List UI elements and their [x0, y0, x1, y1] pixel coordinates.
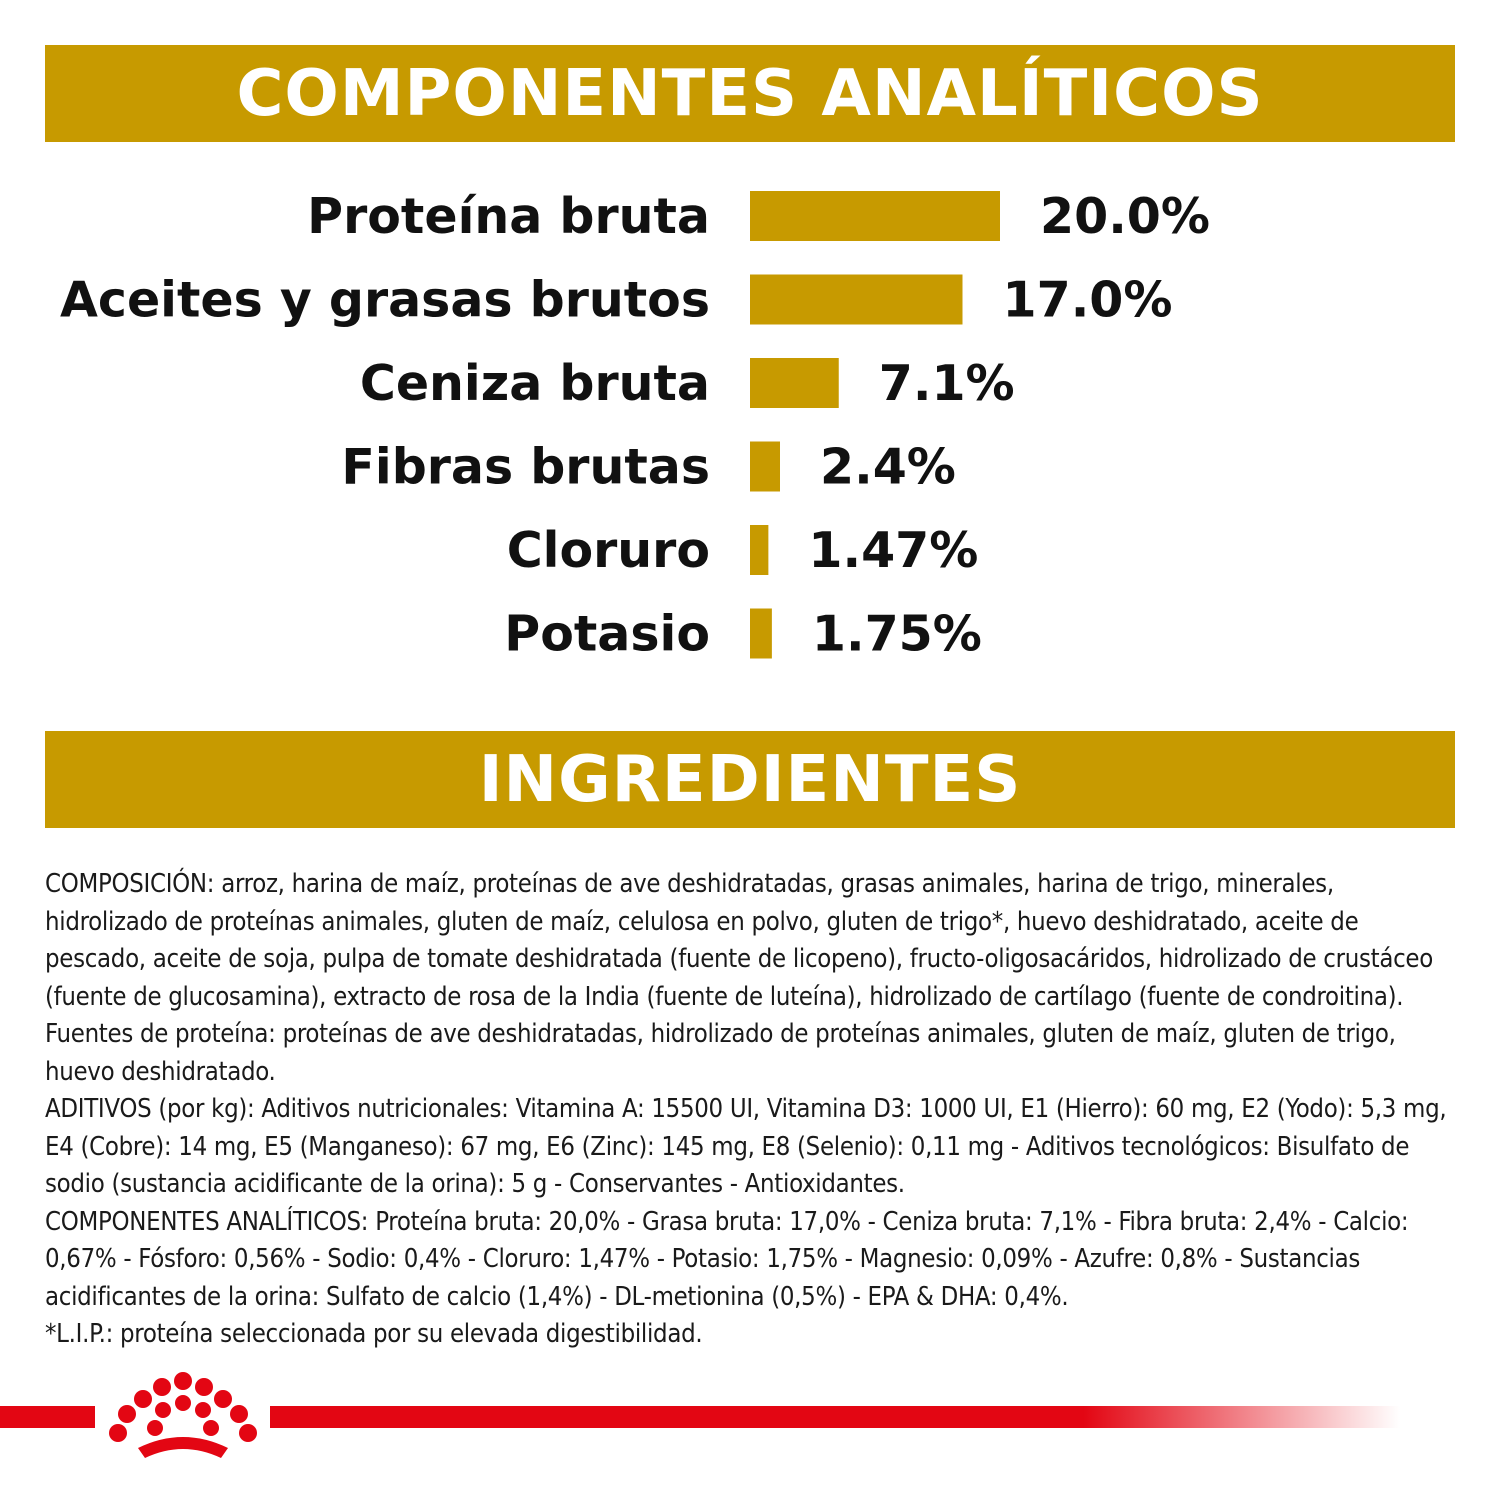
- category-label: Aceites y grasas brutos: [60, 272, 710, 329]
- value-label: 1.47%: [808, 522, 978, 579]
- red-stripe-left: [0, 1406, 95, 1428]
- royal-crown-logo-icon: [109, 1372, 257, 1458]
- analytic-components-title: COMPONENTES ANALÍTICOS: [236, 56, 1264, 131]
- analytic-components-banner: COMPONENTES ANALÍTICOS: [45, 45, 1455, 142]
- brand-footer: [0, 1372, 1400, 1458]
- value-label: 7.1%: [879, 355, 1015, 412]
- bar: [750, 608, 772, 659]
- ingredients-text-block: COMPOSICIÓN: arroz, harina de maíz, prot…: [45, 866, 1457, 1354]
- value-label: 20.0%: [1040, 188, 1210, 245]
- category-label: Fibras brutas: [341, 439, 710, 496]
- bar: [750, 191, 1000, 241]
- analytic-components-paragraph: COMPONENTES ANALÍTICOS: Proteína bruta: …: [45, 1206, 1409, 1312]
- value-label: 2.4%: [820, 439, 956, 496]
- bar: [750, 274, 963, 325]
- bar: [750, 358, 839, 408]
- value-label: 17.0%: [1003, 272, 1173, 329]
- category-label: Ceniza bruta: [360, 355, 710, 412]
- bar: [750, 525, 769, 575]
- category-label: Proteína bruta: [307, 188, 710, 245]
- ingredients-title: INGREDIENTES: [478, 742, 1022, 817]
- ingredients-banner: INGREDIENTES: [45, 731, 1455, 828]
- bar: [750, 441, 780, 492]
- additives-paragraph: ADITIVOS (por kg): Aditivos nutricionale…: [45, 1094, 1447, 1199]
- category-label: Cloruro: [507, 522, 710, 579]
- red-stripe-right: [270, 1406, 1400, 1428]
- value-label: 1.75%: [812, 606, 982, 663]
- footnote-paragraph: *L.I.P.: proteína seleccionada por su el…: [45, 1319, 703, 1349]
- analytic-components-chart: Proteína bruta 20.0% Aceites y grasas brut…: [60, 188, 1210, 663]
- category-label: Potasio: [504, 606, 710, 663]
- composition-paragraph: COMPOSICIÓN: arroz, harina de maíz, prot…: [45, 869, 1433, 1087]
